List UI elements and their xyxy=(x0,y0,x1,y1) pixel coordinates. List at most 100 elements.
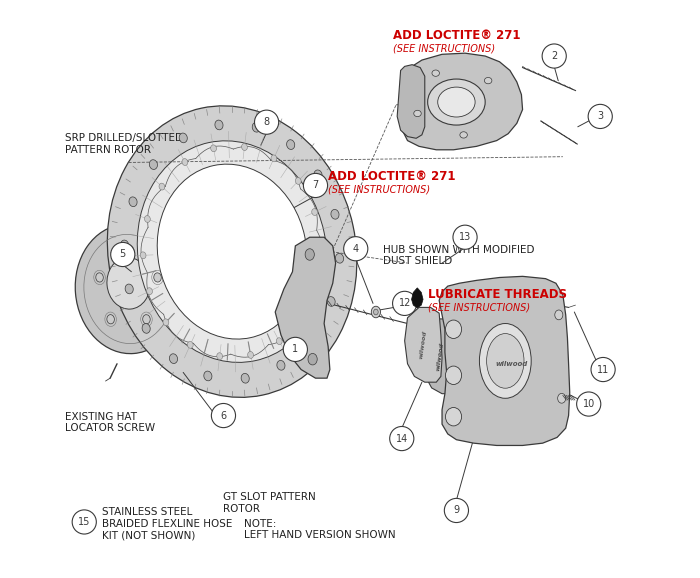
Text: 3: 3 xyxy=(597,112,603,121)
Text: ROTOR: ROTOR xyxy=(223,504,260,514)
Ellipse shape xyxy=(460,132,468,138)
Ellipse shape xyxy=(486,334,524,388)
Ellipse shape xyxy=(308,353,317,365)
Ellipse shape xyxy=(327,297,335,306)
Text: STAINLESS STEEL: STAINLESS STEEL xyxy=(102,507,192,517)
Ellipse shape xyxy=(107,314,114,324)
Ellipse shape xyxy=(307,334,315,343)
Ellipse shape xyxy=(286,140,295,150)
Ellipse shape xyxy=(146,288,153,295)
Ellipse shape xyxy=(438,87,475,117)
Text: 6: 6 xyxy=(220,410,227,421)
Ellipse shape xyxy=(75,224,182,354)
Ellipse shape xyxy=(241,373,249,383)
Ellipse shape xyxy=(163,319,169,326)
Text: NOTE:: NOTE: xyxy=(244,518,276,529)
Text: SRP DRILLED/SLOTTED: SRP DRILLED/SLOTTED xyxy=(65,134,183,143)
Ellipse shape xyxy=(215,120,223,130)
Polygon shape xyxy=(275,237,335,378)
Text: LUBRICATE THREADS: LUBRICATE THREADS xyxy=(428,288,567,301)
Text: wilwood: wilwood xyxy=(436,342,445,371)
Ellipse shape xyxy=(314,170,322,180)
Ellipse shape xyxy=(204,371,212,381)
Text: 13: 13 xyxy=(459,232,471,242)
Ellipse shape xyxy=(432,70,440,76)
Ellipse shape xyxy=(480,324,531,398)
Text: LOCATOR SCREW: LOCATOR SCREW xyxy=(65,423,155,433)
Circle shape xyxy=(390,427,414,451)
Text: 5: 5 xyxy=(120,250,126,260)
Ellipse shape xyxy=(125,247,132,256)
Ellipse shape xyxy=(211,145,216,152)
Ellipse shape xyxy=(125,284,133,294)
Polygon shape xyxy=(412,288,423,308)
Ellipse shape xyxy=(445,407,461,426)
Text: 9: 9 xyxy=(454,505,459,516)
Polygon shape xyxy=(397,65,425,138)
Text: GT SLOT PATTERN: GT SLOT PATTERN xyxy=(223,492,316,502)
Ellipse shape xyxy=(169,354,178,364)
Ellipse shape xyxy=(558,394,566,403)
Text: EXISTING HAT: EXISTING HAT xyxy=(65,412,137,422)
Ellipse shape xyxy=(295,177,301,184)
Ellipse shape xyxy=(107,106,357,397)
Circle shape xyxy=(577,392,601,416)
Ellipse shape xyxy=(217,353,223,360)
Ellipse shape xyxy=(252,123,260,132)
Text: 8: 8 xyxy=(263,117,270,127)
Text: 11: 11 xyxy=(597,365,609,375)
Ellipse shape xyxy=(158,164,307,339)
Circle shape xyxy=(542,44,566,68)
Ellipse shape xyxy=(314,281,320,288)
Ellipse shape xyxy=(445,366,461,384)
Ellipse shape xyxy=(154,273,161,282)
Ellipse shape xyxy=(188,342,193,349)
Polygon shape xyxy=(402,53,523,150)
Ellipse shape xyxy=(140,252,146,259)
Text: KIT (NOT SHOWN): KIT (NOT SHOWN) xyxy=(102,530,195,540)
Ellipse shape xyxy=(305,249,314,260)
Text: BRAIDED FLEXLINE HOSE: BRAIDED FLEXLINE HOSE xyxy=(102,518,232,529)
Ellipse shape xyxy=(374,309,378,315)
Ellipse shape xyxy=(182,158,188,165)
Ellipse shape xyxy=(179,133,188,143)
Ellipse shape xyxy=(276,338,282,344)
Ellipse shape xyxy=(149,160,158,169)
Polygon shape xyxy=(422,319,459,394)
Text: HUB SHOWN WITH MODIFIED: HUB SHOWN WITH MODIFIED xyxy=(384,245,535,255)
Text: 12: 12 xyxy=(398,298,411,309)
Ellipse shape xyxy=(445,320,461,339)
Ellipse shape xyxy=(107,257,150,309)
Ellipse shape xyxy=(277,361,285,370)
Text: (SEE INSTRUCTIONS): (SEE INSTRUCTIONS) xyxy=(393,43,496,54)
Text: wilwood: wilwood xyxy=(495,361,527,367)
Ellipse shape xyxy=(318,244,324,251)
Text: 2: 2 xyxy=(551,51,557,61)
Polygon shape xyxy=(439,276,570,446)
Circle shape xyxy=(111,242,135,266)
Text: (SEE INSTRUCTIONS): (SEE INSTRUCTIONS) xyxy=(428,302,530,312)
Text: wilwood: wilwood xyxy=(122,243,129,266)
Text: 4: 4 xyxy=(353,244,359,254)
Ellipse shape xyxy=(248,351,253,358)
Ellipse shape xyxy=(159,183,164,190)
Text: wilwood: wilwood xyxy=(419,330,428,360)
Ellipse shape xyxy=(271,155,277,162)
Text: DUST SHIELD: DUST SHIELD xyxy=(384,257,453,266)
Text: (SEE INSTRUCTIONS): (SEE INSTRUCTIONS) xyxy=(328,184,430,194)
Ellipse shape xyxy=(142,324,150,334)
Circle shape xyxy=(444,498,468,523)
Ellipse shape xyxy=(335,253,344,263)
Text: PATTERN ROTOR: PATTERN ROTOR xyxy=(65,145,151,155)
Circle shape xyxy=(303,173,328,198)
Circle shape xyxy=(72,510,97,534)
Polygon shape xyxy=(405,307,442,382)
Ellipse shape xyxy=(414,110,421,117)
Text: 15: 15 xyxy=(78,517,90,527)
Ellipse shape xyxy=(120,240,129,250)
Circle shape xyxy=(211,403,235,428)
Ellipse shape xyxy=(371,306,381,318)
Ellipse shape xyxy=(300,313,305,320)
Ellipse shape xyxy=(241,143,247,150)
Circle shape xyxy=(453,225,477,249)
